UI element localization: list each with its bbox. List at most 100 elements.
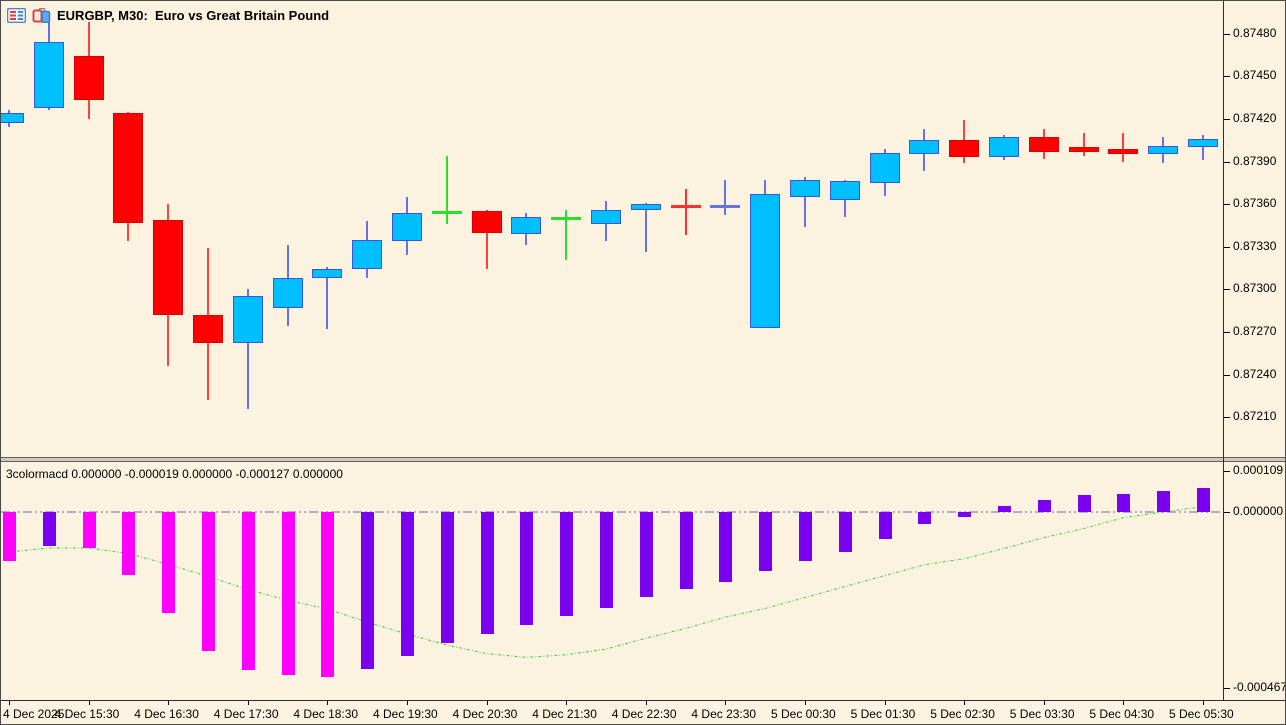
time-axis-tick <box>486 701 488 705</box>
macd-bar <box>560 511 574 617</box>
candle-body <box>511 216 542 234</box>
time-axis[interactable]: 4 Dec 2025 4 Dec 15:30 4 Dec 16:30 4 Dec 17… <box>1 700 1285 724</box>
time-axis-label: 4 Dec 15:30 <box>54 707 120 721</box>
candle-body <box>153 219 184 315</box>
candle-wick <box>445 155 448 224</box>
price-axis-tick <box>1224 374 1230 376</box>
macd-bar <box>42 511 56 547</box>
candle-body <box>1068 147 1099 152</box>
time-axis-tick <box>168 701 170 705</box>
candle-body <box>1148 145 1179 155</box>
price-axis-tick <box>1224 204 1230 206</box>
pane-separator[interactable] <box>1 457 1285 462</box>
candle-body <box>352 239 383 270</box>
candle-body <box>193 314 223 344</box>
candle-body <box>591 209 621 225</box>
candle-doji-bar <box>710 205 741 209</box>
time-axis-label: 4 Dec 21:30 <box>532 707 597 721</box>
indicator-axis-tick <box>1224 687 1230 689</box>
candle-body <box>1188 138 1218 148</box>
macd-bar <box>679 511 693 589</box>
price-axis-label: 0.87270 <box>1233 323 1277 338</box>
price-axis-tick <box>1224 33 1230 35</box>
price-axis-label: 0.87390 <box>1233 153 1277 168</box>
time-axis-label: 5 Dec 01:30 <box>850 707 916 721</box>
macd-bar <box>600 511 613 608</box>
time-axis-tick <box>645 701 647 705</box>
macd-bar <box>1157 490 1171 512</box>
indicator-axis-tick <box>1224 470 1230 472</box>
macd-bar <box>759 511 773 572</box>
time-axis-label: 5 Dec 04:30 <box>1089 707 1155 721</box>
macd-bar <box>719 511 733 583</box>
price-axis-label: 0.87360 <box>1233 196 1277 211</box>
macd-bar <box>958 511 972 517</box>
candle-wick <box>1202 134 1204 161</box>
macd-bar <box>1077 495 1091 512</box>
price-axis-tick <box>1224 331 1230 333</box>
time-axis-label: 5 Dec 00:30 <box>771 707 836 721</box>
time-axis-tick <box>805 701 806 705</box>
candle-body <box>750 194 781 328</box>
time-axis-label: 4 Dec 22:30 <box>611 707 677 721</box>
candle-body <box>232 296 263 344</box>
time-axis-label: 5 Dec 03:30 <box>1009 707 1075 721</box>
candle-wick <box>804 177 806 227</box>
time-axis-label: 5 Dec 02:30 <box>930 707 995 721</box>
candle-body <box>113 113 144 223</box>
price-axis-tick <box>1224 417 1230 419</box>
time-axis-tick <box>1123 701 1125 705</box>
price-pane[interactable]: EURGBP, M30: Euro vs Great Britain Pound <box>1 1 1223 457</box>
candle-body <box>1108 148 1139 155</box>
macd-bar <box>321 511 335 677</box>
candle-wick <box>565 209 568 260</box>
time-axis-tick <box>247 701 249 705</box>
macd-bar <box>401 511 414 657</box>
time-axis-tick <box>1043 701 1045 705</box>
candle-body <box>471 211 502 233</box>
candle-body <box>33 42 64 108</box>
time-axis-tick <box>884 701 886 705</box>
time-axis-label: 4 Dec 20:30 <box>452 707 518 721</box>
macd-bar <box>918 511 932 525</box>
time-axis-tick <box>725 701 727 705</box>
macd-bar <box>480 511 494 635</box>
candle-body <box>790 179 820 198</box>
candle-body <box>1 113 24 124</box>
macd-bar <box>1117 493 1131 512</box>
price-axis[interactable]: 0.87480 0.87450 0.87420 0.87390 0.87360 0.873… <box>1223 1 1285 700</box>
candle-body <box>989 137 1019 158</box>
time-axis-label: 4 Dec 23:30 <box>691 707 757 721</box>
macd-bar <box>241 511 255 670</box>
price-axis-tick <box>1224 161 1230 163</box>
candle-body <box>312 269 343 278</box>
price-axis-tick <box>1224 246 1230 248</box>
candle-wick <box>684 188 687 236</box>
candle-body <box>73 56 104 101</box>
chart-list-icon[interactable] <box>7 8 26 23</box>
candle-body <box>392 212 422 242</box>
price-axis-tick <box>1224 289 1230 291</box>
candle-doji-bar <box>431 211 462 215</box>
title-row: EURGBP, M30: Euro vs Great Britain Pound <box>7 8 329 23</box>
price-axis-label: 0.87330 <box>1233 238 1277 253</box>
price-axis-label: 0.87480 <box>1233 25 1277 40</box>
time-axis-label: 4 Dec 16:30 <box>134 707 199 721</box>
price-axis-label: 0.87210 <box>1233 409 1277 424</box>
indicator-axis-label: 0.000000 <box>1233 503 1284 518</box>
macd-bar <box>162 511 176 613</box>
chart-candles-icon[interactable] <box>32 8 51 23</box>
indicator-pane[interactable]: 3colormacd 0.000000 -0.000019 0.000000 -… <box>1 462 1223 700</box>
price-axis-tick <box>1224 118 1230 120</box>
macd-bar <box>799 511 812 561</box>
time-axis-tick <box>88 701 90 705</box>
macd-bar <box>1037 499 1051 512</box>
candle-body <box>869 153 900 183</box>
candle-doji-bar <box>551 216 582 220</box>
time-axis-label: 5 Dec 05:30 <box>1169 707 1234 721</box>
candle-wick <box>246 289 249 409</box>
macd-bar <box>202 511 215 651</box>
macd-bar <box>838 511 852 552</box>
candle-body <box>630 204 661 210</box>
